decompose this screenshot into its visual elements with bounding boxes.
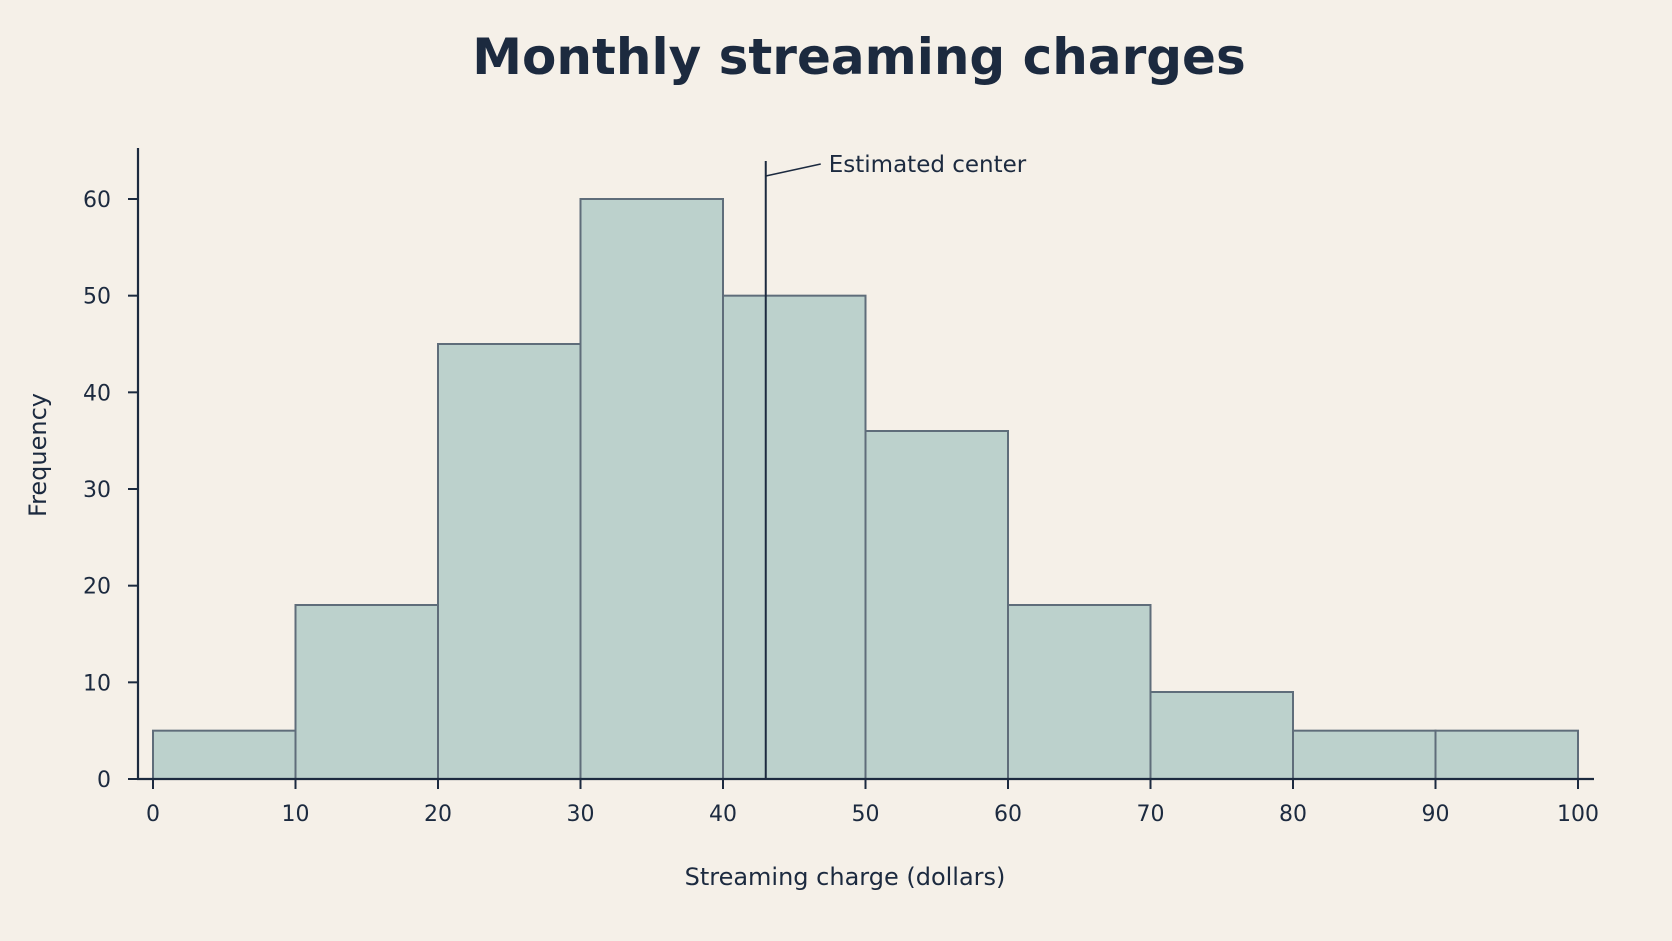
histogram-bar-60-70 [1007, 604, 1152, 780]
x-tick-label-70: 70 [1137, 802, 1165, 827]
estimated-center-label: Estimated center [829, 152, 1027, 178]
histogram-bar-30-40 [579, 198, 724, 780]
histogram-bar-10-20 [294, 604, 439, 780]
x-tick-label-10: 10 [282, 802, 310, 827]
y-tick-label-20: 20 [83, 575, 111, 600]
y-tick-label-30: 30 [83, 478, 111, 503]
y-axis-label: Frequency [24, 393, 52, 517]
x-tick-label-60: 60 [994, 802, 1022, 827]
histogram-bar-50-60 [864, 430, 1009, 780]
x-tick-label-30: 30 [567, 802, 595, 827]
histogram-bar-20-30 [437, 343, 582, 780]
histogram-bar-90-100 [1434, 729, 1579, 781]
histogram-bar-70-80 [1149, 691, 1294, 780]
x-tick-label-40: 40 [709, 802, 737, 827]
estimated-center-leader [765, 163, 821, 177]
histogram-bar-80-90 [1292, 729, 1437, 781]
x-tick-label-80: 80 [1279, 802, 1307, 827]
x-tick-label-0: 0 [146, 802, 160, 827]
x-tick-label-100: 100 [1557, 802, 1599, 827]
y-tick-label-10: 10 [83, 671, 111, 696]
x-tick-label-50: 50 [852, 802, 880, 827]
y-tick-label-50: 50 [83, 285, 111, 310]
x-tick-label-20: 20 [424, 802, 452, 827]
y-tick-label-0: 0 [97, 768, 111, 793]
y-tick-label-60: 60 [83, 188, 111, 213]
annotation-layer: Estimated center [764, 152, 1027, 779]
y-tick-label-40: 40 [83, 381, 111, 406]
chart-title: Monthly streaming charges [472, 28, 1245, 86]
ticks-layer: 0 10 20 30 40 50 60 0 10 20 30 40 50 60 70 80 90 100 [83, 188, 1599, 827]
x-tick-label-90: 90 [1422, 802, 1450, 827]
x-axis-label: Streaming charge (dollars) [685, 863, 1006, 891]
histogram-bar-0-10 [152, 729, 297, 781]
histogram-bar-40-50 [722, 294, 867, 780]
bars-layer [152, 198, 1579, 781]
